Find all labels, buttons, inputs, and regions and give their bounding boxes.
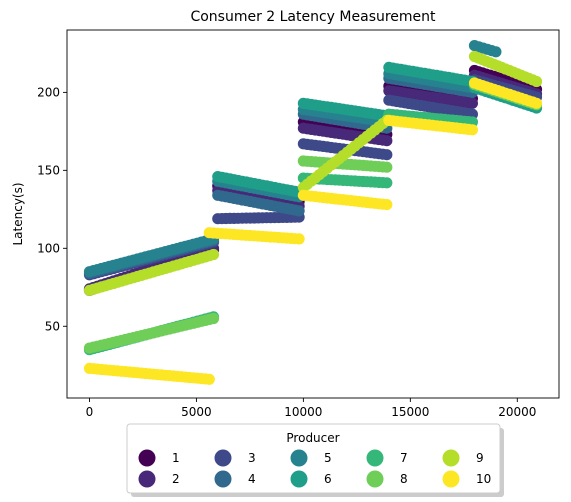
- data-point: [293, 233, 305, 245]
- legend-label-9: 9: [476, 451, 484, 465]
- data-point: [466, 124, 478, 136]
- legend-marker-4: [214, 470, 232, 488]
- x-tick-label: 0: [86, 405, 94, 419]
- series-6: [212, 61, 543, 198]
- legend-label-4: 4: [248, 472, 256, 486]
- y-tick-label: 200: [37, 85, 60, 99]
- legend-marker-10: [442, 470, 460, 488]
- data-point: [381, 135, 393, 147]
- legend-label-8: 8: [400, 472, 408, 486]
- x-tick-label: 10000: [284, 405, 322, 419]
- legend-marker-1: [138, 449, 156, 467]
- data-point: [530, 97, 543, 109]
- legend-marker-5: [290, 449, 308, 467]
- plot-area: [83, 40, 543, 385]
- x-tick-label: 15000: [391, 405, 429, 419]
- data-point: [490, 46, 502, 58]
- legend-marker-2: [138, 470, 156, 488]
- legend-title: Producer: [286, 431, 339, 445]
- x-tick-label: 5000: [181, 405, 212, 419]
- legend-marker-8: [366, 470, 384, 488]
- legend-label-3: 3: [248, 451, 256, 465]
- legend-label-7: 7: [400, 451, 408, 465]
- y-axis-label: Latency(s): [11, 182, 25, 245]
- legend-label-6: 6: [324, 472, 332, 486]
- series-10: [83, 77, 543, 385]
- data-point: [207, 312, 220, 325]
- y-tick-label: 50: [45, 319, 60, 333]
- legend-label-10: 10: [476, 472, 491, 486]
- data-point: [381, 149, 393, 161]
- series-7: [83, 108, 478, 356]
- data-point: [381, 161, 393, 173]
- legend: Producer 1 2 3 4 5 6 7 8 9 10: [126, 423, 504, 497]
- data-point: [207, 248, 220, 261]
- x-tick-label: 20000: [498, 405, 536, 419]
- y-axis: 50 100 150 200: [37, 85, 67, 333]
- legend-label-1: 1: [172, 451, 180, 465]
- data-point: [293, 205, 305, 217]
- legend-marker-7: [366, 449, 384, 467]
- legend-label-5: 5: [324, 451, 332, 465]
- data-point: [381, 199, 393, 211]
- data-point: [530, 75, 543, 88]
- axes-frame: [66, 29, 560, 399]
- legend-label-2: 2: [172, 472, 180, 486]
- legend-marker-6: [290, 470, 308, 488]
- x-axis: 0 5000 10000 15000 20000: [86, 398, 536, 419]
- data-point: [381, 177, 393, 189]
- data-point: [203, 373, 215, 385]
- legend-marker-9: [442, 449, 460, 467]
- legend-marker-3: [214, 449, 232, 467]
- chart-title: Consumer 2 Latency Measurement: [190, 9, 436, 25]
- data-point: [466, 97, 478, 109]
- series-9: [83, 50, 543, 296]
- y-tick-label: 100: [37, 241, 60, 255]
- y-tick-label: 150: [37, 163, 60, 177]
